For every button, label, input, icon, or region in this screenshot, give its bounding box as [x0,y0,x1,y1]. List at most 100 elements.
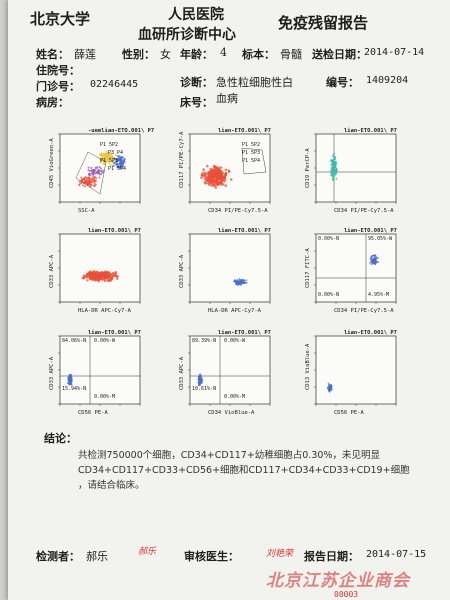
plot-title: lian-ETO.001\ P7 [344,228,397,234]
plot-ylabel: CD117 PI/PE-Cy7-A [179,131,185,188]
reviewer-signature: 刘艳荣 [266,549,294,559]
event-cloud [369,254,379,266]
sex-label: 性别： [122,48,155,61]
conclusion-line-3: ，请结合临床。 [78,480,145,491]
report-date-label: 报告日期： [304,550,359,563]
quadrant-label: 0.00%-M [224,394,245,400]
plot-ylabel: CD13 VioBlue-A [305,343,311,390]
event-cloud [66,373,73,386]
send-date: 2014-07-14 [364,47,425,58]
patient-sex: 女 [160,48,171,61]
plot-xlabel: CD34 PI/PE-Cy7.5-A [334,308,394,314]
plot-frame [189,133,271,203]
event-cloud [81,269,119,283]
event-cloud [112,155,126,170]
inpatient-label: 住院号： [36,64,80,77]
quadrant-label: 84.06%-N [62,338,86,344]
plot-frame [315,133,397,203]
plot-xlabel: CD34 VioBlue-A [208,410,255,416]
plot-xlabel: HLA-DR APC-Cy7-A [208,308,262,314]
event-cloud [329,152,338,182]
facs-plot-9: lian-ETO.001\ P7 CD56 PE-A CD13 VioBlue-A [304,330,404,420]
event-cloud [197,373,204,387]
quadrant-label: 0.00%-M [94,394,115,400]
plot-ylabel: CD45 VioGreen-A [49,138,55,188]
org-center-1: 人民医院 [168,7,224,23]
event-cloud [87,166,105,179]
plot-title: lian-ETO.001\ P7 [218,128,271,134]
ward-label: 病房： [36,96,69,109]
quadrant-label: 0.00%-N [318,236,339,242]
event-cloud [233,278,248,287]
plot-xlabel: CD56 PE-A [78,410,108,416]
outpatient-label: 门诊号： [36,80,80,93]
quadrant-label: 10.61%-N [192,386,216,392]
tester-signature: 郝乐 [138,547,157,557]
quadrant-label: 4.95%-M [368,292,389,298]
report-title: 免疫残留报告 [278,14,369,32]
quadrant-label: 0.00%-W [94,338,116,344]
org-center-2: 血研所诊断中心 [138,27,236,43]
plot-xlabel: CD34 PI/PE-Cy7.5-A [334,208,394,214]
plot-frame [59,233,141,303]
org-left: 北京大学 [30,10,91,28]
facs-plot-4: lian-ETO.001\ P7 HLA-DR APC-Cy7-A CD33 APC… [48,228,148,318]
plot-title: -uemlian-ETO.001\ P7 [88,128,154,134]
tester-name: 郝乐 [86,550,108,563]
patient-age: 4 [220,46,227,59]
plot-frame [59,133,141,203]
outpatient-number: 02246445 [90,79,139,90]
diagnosis-line-2: 血病 [216,92,238,105]
plot-frame [189,233,271,303]
tester-label: 检测者： [36,550,80,563]
plot-title: lian-ETO.001\ P7 [218,228,271,234]
gate-label: P1 5P3 [242,150,260,156]
quadrant-label: 95.05%-W [368,236,393,242]
plot-xlabel: SSC-A [78,208,95,214]
event-cloud [99,150,118,166]
report-date: 2014-07-15 [366,549,427,560]
specimen: 骨髓 [280,48,302,61]
plot-title: lian-ETO.001\ P7 [344,128,397,134]
gate-label: P3 P4 [108,150,123,156]
diagnosis-line-1: 急性粒细胞性白 [216,76,293,89]
conclusion-line-2: CD34+CD117+CD33+CD56+细胞和CD117+CD34+CD33+… [78,465,410,476]
plot-title: lian-ETO.001\ P7 [218,330,271,336]
quadrant-label: 0.00%-N [318,292,339,298]
conclusion-label: 结论： [44,432,77,445]
facs-plot-6: lian-ETO.001\ P7 CD34 PI/PE-Cy7.5-A CD117 … [304,228,404,318]
quadrant-label: 15.94%-N [62,386,86,392]
facs-plot-7: lian-ETO.001\ P7 CD56 PE-A CD33 APC-A 84.06… [48,330,148,420]
gate-label: P1 5P4 [242,158,260,164]
plot-frame [59,335,141,405]
reviewer-label: 审核医生： [184,550,239,563]
plot-xlabel: CD56 PE-A [334,410,364,416]
gate-label: P1 5P2 [242,142,260,148]
event-cloud [200,164,233,189]
plot-xlabel: CD34 PI/PE-Cy7.5-A [208,208,268,214]
specimen-label: 标本： [242,48,275,61]
facs-plot-5: lian-ETO.001\ P7 HLA-DR APC-Cy7-A CD33 APC… [178,228,278,318]
plot-frame [315,335,397,405]
report-paper: 北京大学 人民医院 血研所诊断中心 免疫残留报告 姓名： 薛莲 性别： 女 年龄… [8,0,450,600]
quadrant-label: 0.00%-W [224,338,246,344]
name-label: 姓名： [36,48,69,61]
facs-plot-8: lian-ETO.001\ P7 CD34 VioBlue-A CD33 APC-A… [178,330,278,420]
conclusion-line-1: 共检测750000个细胞，CD34+CD117+幼稚细胞占0.30%，未见明显 [78,450,380,461]
plot-ylabel: CD19 PerCP-A [305,148,311,188]
plot-ylabel: CD33 APC-A [179,254,185,288]
send-date-label: 送检日期： [312,48,367,61]
conclusion-text: 共检测750000个细胞，CD34+CD117+幼稚细胞占0.30%，未见明显 … [78,448,428,493]
facs-plot-1: -uemlian-ETO.001\ P7 SSC-A CD45 VioGreen-A… [48,128,154,218]
gate-label: P1 5P3 [100,158,118,164]
plot-frame [189,335,271,405]
plot-ylabel: CD33 APC-A [49,254,55,288]
plot-title: lian-ETO.001\ P7 [344,330,397,336]
facs-plot-3: lian-ETO.001\ P7 CD34 PI/PE-Cy7.5-A CD19 P… [304,128,404,218]
gate-label: P1 5P4 [108,166,126,172]
gate-label: P1 5P2 [100,142,118,148]
plot-xlabel: HLA-DR APC-Cy7-A [78,308,132,314]
bottom-code: 00003 [334,590,359,599]
event-cloud [326,382,333,393]
plot-ylabel: CD33 APC-A [49,356,55,390]
